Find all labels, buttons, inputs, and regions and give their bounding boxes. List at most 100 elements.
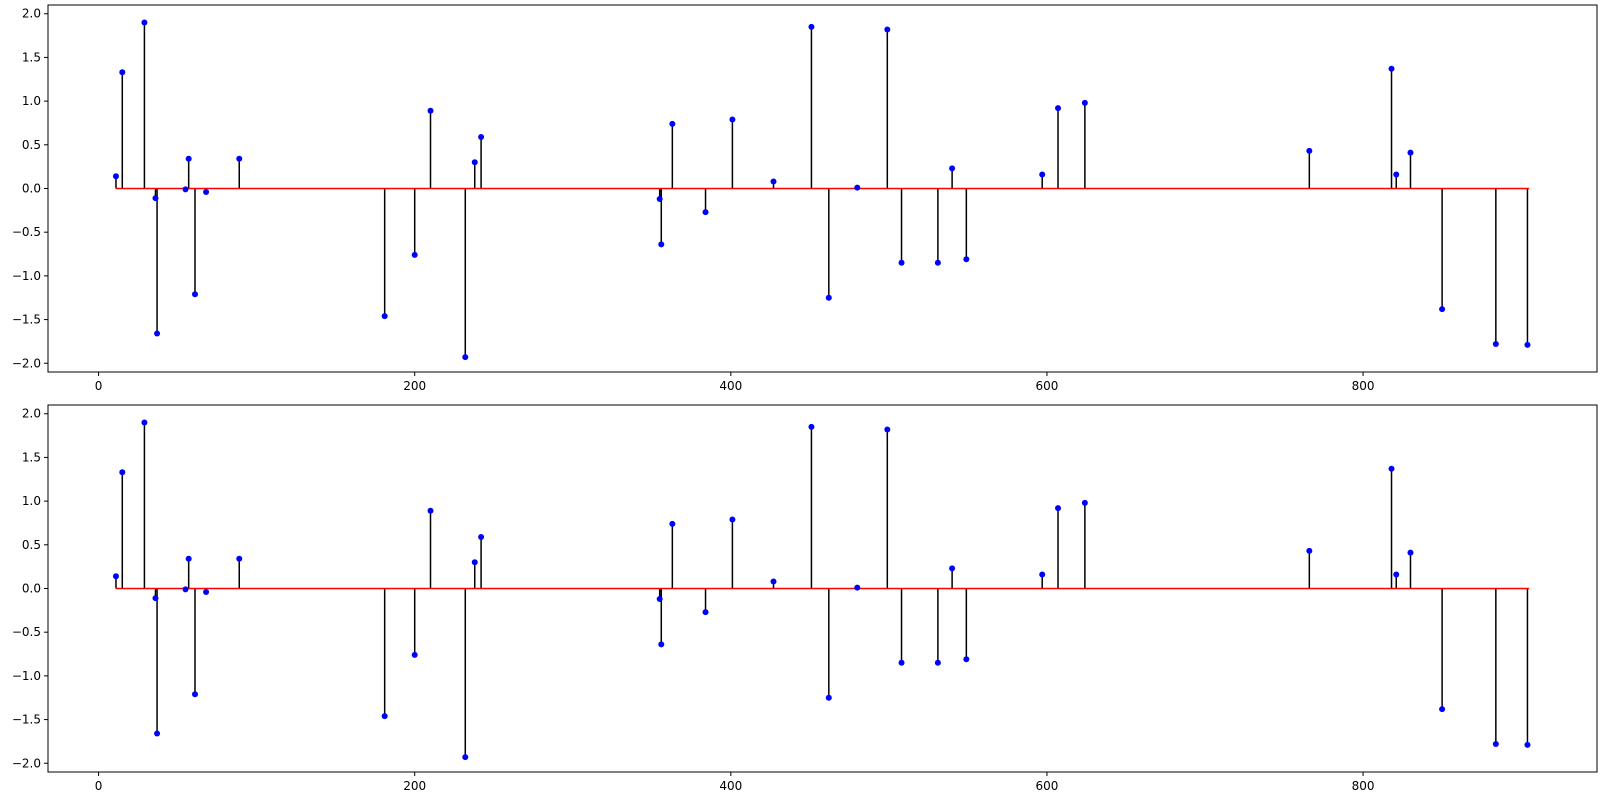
stem-marker [381,713,388,720]
stem-marker [808,423,815,430]
stem-marker [203,188,210,195]
y-tick-label: 0.0 [22,182,41,196]
stem-marker [236,155,243,162]
y-tick-label: 2.0 [22,7,41,21]
stem-marker [471,159,478,166]
stem-marker [898,259,905,266]
stem-marker [1081,99,1088,106]
y-tick-label: 0.0 [22,582,41,596]
stem-marker [963,656,970,663]
stem-marker [411,251,418,258]
stem-marker [119,469,126,476]
stem-marker [1306,147,1313,154]
stem-marker [182,586,189,593]
stem-marker [478,533,485,540]
stem-marker [1439,706,1446,713]
x-tick-label: 200 [403,779,426,793]
stem-marker [729,116,736,123]
x-tick-label: 600 [1035,779,1058,793]
stem-marker [770,178,777,185]
stem-marker [963,256,970,263]
stem-marker [1407,149,1414,156]
stem-plot-top: 2.0 1.5 1.0 0.5 0.0 −0.5 −1.0 −1.5 −2.0 0 200 400 60… [12,4,1598,393]
stem-marker [1388,65,1395,72]
stem-marker [203,588,210,595]
stem-marker [427,507,434,514]
stem-marker [478,133,485,140]
stem-marker [854,184,861,191]
y-tick-label: 0.5 [22,138,41,152]
y-tick-label: 1.5 [22,50,41,64]
y-tick-label: −0.5 [12,625,41,639]
stem-marker [658,241,665,248]
stem-marker [1081,499,1088,506]
stem-marker [656,595,663,602]
stem-marker [1492,741,1499,748]
stem-marker [808,23,815,30]
y-tick-label: −1.5 [12,313,41,327]
x-tick-label: 800 [1352,779,1375,793]
y-tick-label: 1.0 [22,494,41,508]
y-tick-label: 1.5 [22,450,41,464]
stem-marker [1055,505,1062,512]
stem-marker [154,330,161,337]
stem-marker [1393,571,1400,578]
stem-marker [702,609,709,616]
stem-marker [1039,571,1046,578]
stem-marker [1393,171,1400,178]
stem-marker [884,426,891,433]
stem-marker [191,291,198,298]
stem-marker [182,186,189,193]
stem-marker [825,294,832,301]
stem-marker [112,573,119,580]
stem-marker [462,354,469,361]
stem-marker [381,313,388,320]
y-tick-label: 2.0 [22,407,41,421]
stem-marker [1492,341,1499,348]
stem-marker [729,516,736,523]
stem-marker [854,584,861,591]
stem-marker [949,165,956,172]
stem-marker [427,107,434,114]
stem-marker [119,69,126,76]
x-tick-label: 600 [1035,379,1058,393]
stem-marker [152,195,159,202]
y-tick-label: −1.0 [12,669,41,683]
stem-marker [825,694,832,701]
stem-marker [658,641,665,648]
stem-marker [112,173,119,180]
stem-marker [702,209,709,216]
stem-marker [770,578,777,585]
stem-marker [411,651,418,658]
stem-marker [898,659,905,666]
stem-marker [471,559,478,566]
x-tick-label: 800 [1352,379,1375,393]
stem-marker [1306,547,1313,554]
stem-marker [1055,105,1062,112]
stem-marker [1524,741,1531,748]
stem-marker [934,259,941,266]
stem-marker [185,155,192,162]
y-tick-label: −1.0 [12,269,41,283]
y-tick-label: −2.0 [12,356,41,370]
stem-marker [141,419,148,426]
stem-marker [1039,171,1046,178]
stem-marker [152,595,159,602]
y-tick-label: 1.0 [22,94,41,108]
x-tick-label: 0 [95,379,103,393]
stem-marker [1524,341,1531,348]
stem-marker [185,555,192,562]
x-tick-label: 400 [719,379,742,393]
stem-marker [656,195,663,202]
stem-plot-bottom: 2.0 1.5 1.0 0.5 0.0 −0.5 −1.0 −1.5 −2.0 0 200 400 60… [12,404,1598,793]
stem-marker [1388,465,1395,472]
stem-marker [949,565,956,572]
stem-marker [236,555,243,562]
y-tick-label: 0.5 [22,538,41,552]
x-tick-label: 0 [95,779,103,793]
stem-marker [154,730,161,737]
y-tick-label: −1.5 [12,713,41,727]
stem-marker [669,120,676,127]
stem-marker [934,659,941,666]
